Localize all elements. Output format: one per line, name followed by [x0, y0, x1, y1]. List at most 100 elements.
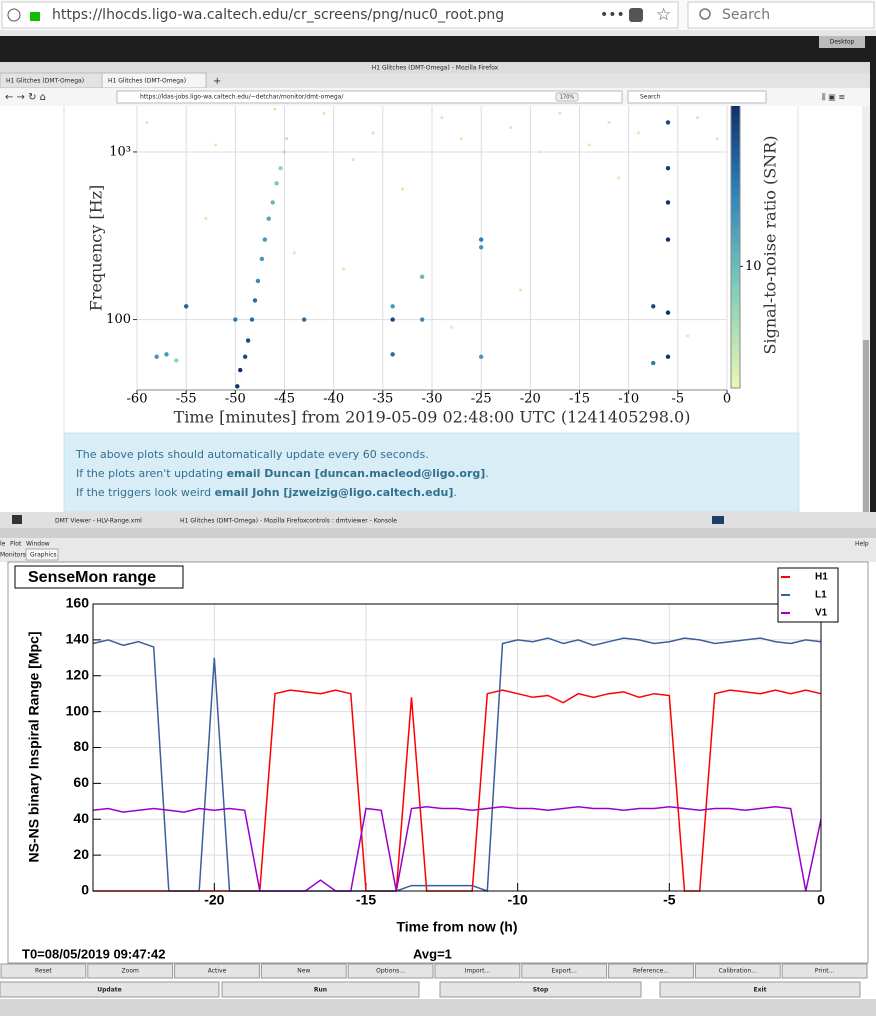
x-tick-label: -40	[323, 392, 344, 407]
x-label: Time [minutes] from 2019-05-09 02:48:00 …	[174, 408, 691, 427]
lock-icon	[30, 12, 40, 21]
trigger	[282, 150, 287, 154]
nav-icons[interactable]: ← → ↻ ⌂	[5, 92, 46, 103]
terminal-icon[interactable]	[12, 515, 22, 524]
trigger	[249, 317, 255, 322]
trigger	[214, 143, 218, 147]
scrollbar[interactable]	[862, 106, 870, 512]
button-label: Options...	[376, 968, 405, 975]
search-icon	[699, 8, 711, 20]
viewer-tab-active[interactable]	[25, 548, 59, 561]
trigger	[665, 354, 671, 359]
y-tick-label: 0	[81, 882, 89, 898]
trigger	[292, 251, 296, 255]
action-button[interactable]	[439, 981, 642, 998]
button[interactable]	[694, 963, 781, 979]
desktop-edge	[870, 62, 876, 512]
desktop-button-label: Desktop	[830, 39, 855, 46]
notice-line: If the triggers look weird email John [j…	[76, 486, 457, 499]
desktop-button[interactable]	[819, 36, 865, 48]
trigger	[607, 120, 611, 125]
viewer-tab[interactable]: Monitors	[0, 552, 26, 559]
tab-label: H1 Glitches (DMT-Omega)	[6, 78, 84, 85]
x-tick-label: 0	[723, 392, 731, 407]
task[interactable]: H1 Glitches (DMT-Omega) - Mozilla Firefo…	[180, 518, 307, 525]
y-tick-label: 60	[73, 774, 89, 790]
star-icon[interactable]: ☆	[656, 5, 671, 25]
trigger	[665, 120, 671, 125]
info-icon[interactable]	[7, 8, 21, 22]
menu-item[interactable]: le	[0, 541, 6, 548]
trigger	[262, 237, 268, 242]
pocket-icon[interactable]	[629, 8, 643, 22]
task[interactable]: DMT Viewer - HLV-Range.xml	[55, 518, 142, 525]
button[interactable]	[174, 963, 260, 979]
button[interactable]	[0, 963, 87, 979]
viewer-menu	[0, 538, 876, 562]
action-button[interactable]	[221, 981, 420, 998]
x-tick-label: -5	[663, 892, 676, 908]
trigger	[164, 352, 169, 357]
trigger	[665, 200, 671, 205]
trigger	[665, 310, 671, 315]
notice-text: email Duncan [duncan.macleod@ligo.org]	[227, 467, 486, 480]
action-button[interactable]	[0, 981, 220, 998]
trigger	[665, 237, 671, 242]
url-bar[interactable]	[1, 1, 679, 29]
button-label: Reference...	[633, 968, 669, 975]
action-button[interactable]	[659, 981, 861, 998]
library-icons[interactable]: ⫼ ▣ ≡	[822, 93, 845, 102]
button[interactable]	[87, 963, 174, 979]
button[interactable]	[781, 963, 868, 979]
button[interactable]	[260, 963, 347, 979]
x-tick-label: -25	[471, 392, 492, 407]
notice-line: The above plots should automatically upd…	[75, 448, 429, 461]
tab-label: H1 Glitches (DMT-Omega)	[108, 78, 186, 85]
x-tick-label: -10	[618, 392, 639, 407]
action-label: Exit	[754, 987, 767, 994]
menu-item[interactable]: Help	[855, 541, 869, 548]
y-tick-label: 40	[73, 810, 89, 826]
trigger	[145, 120, 149, 125]
range-plot: SenseMon range 0 20 40 60 80 100 120 140 160 -20 -1…	[14, 565, 839, 935]
x-tick-label: -30	[422, 392, 443, 407]
x-label: Time from now (h)	[396, 919, 517, 935]
menu-item[interactable]: Plot	[10, 541, 22, 548]
button[interactable]	[434, 963, 521, 979]
search-placeholder: Search	[722, 7, 770, 23]
menu-item[interactable]: Window	[26, 541, 50, 548]
scrollbar-thumb[interactable]	[863, 340, 869, 512]
notice-text: email John [jzweizig@ligo.caltech.edu]	[215, 486, 454, 499]
zoom-badge[interactable]	[555, 92, 579, 102]
chart-title: SenseMon range	[28, 569, 156, 586]
trigger	[270, 200, 275, 205]
colorbar-label: Signal-to-noise ratio (SNR)	[761, 136, 780, 355]
trigger	[636, 131, 641, 135]
trigger	[154, 354, 159, 359]
action-label: Run	[314, 987, 327, 994]
button[interactable]	[608, 963, 694, 979]
inner-search[interactable]	[627, 90, 767, 104]
notice: The above plots should automatically upd…	[75, 448, 489, 499]
button-label: Reset	[35, 968, 52, 975]
task[interactable]: controls : dmtviewer - Konsole	[306, 518, 397, 525]
trigger	[233, 317, 238, 322]
search-box[interactable]	[687, 1, 875, 29]
trigger	[322, 111, 326, 115]
t0: T0=08/05/2019 09:47:42	[22, 946, 165, 961]
tray-icon[interactable]	[712, 516, 724, 524]
button[interactable]	[521, 963, 608, 979]
y-tick-label: 160	[66, 595, 90, 611]
new-tab[interactable]: +	[213, 76, 221, 87]
y-tick-label: 80	[73, 738, 89, 754]
inner-url-bar[interactable]	[116, 90, 623, 104]
button-label: Active	[208, 968, 227, 975]
action-label: Stop	[533, 987, 549, 994]
button[interactable]	[347, 963, 434, 979]
trigger	[266, 216, 271, 221]
menu-dots[interactable]: •••	[600, 7, 625, 23]
button-label: Zoom	[122, 968, 139, 975]
trigger	[390, 317, 395, 322]
